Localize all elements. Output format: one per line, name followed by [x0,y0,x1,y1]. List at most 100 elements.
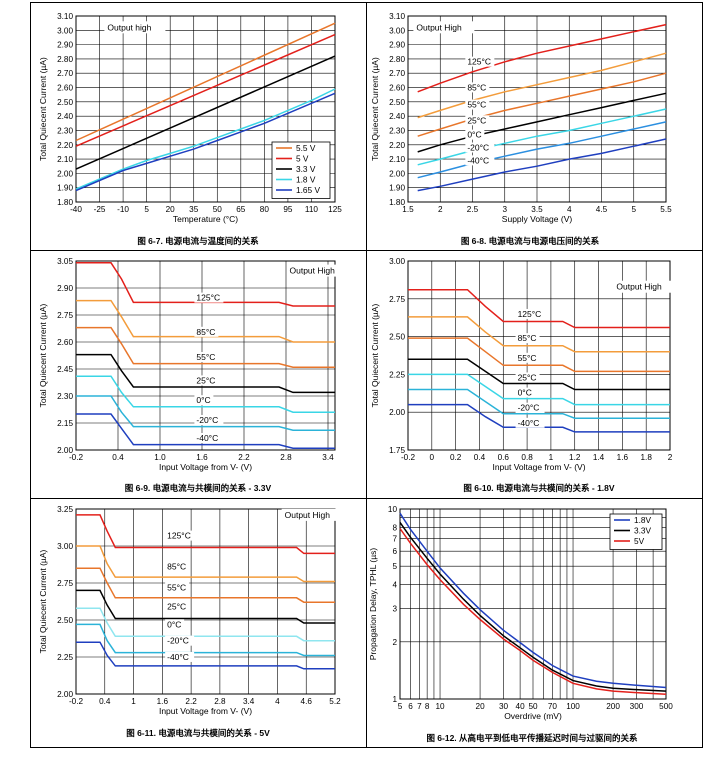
y-tick-label: 3.00 [389,257,405,266]
series-line-125C [408,288,670,329]
y-tick-label: 2.25 [389,370,405,379]
series-label: 0°C [167,619,181,629]
x-tick-label: 5 [631,205,636,214]
series-label: 125°C [518,309,542,319]
x-tick-label: 3 [502,205,507,214]
series-label: 25°C [467,115,486,125]
x-tick-label: 3.4 [322,453,334,462]
y-tick-label: 2.00 [389,169,405,178]
x-tick-label: 1.5 [402,205,414,214]
legend-label: 5V [634,536,645,546]
legend-label: 1.8 V [296,175,316,185]
y-tick-label: 2.20 [57,141,73,150]
series-label: 0°C [467,130,481,140]
series-line--20C [417,121,667,179]
x-tick-label: 110 [305,205,318,214]
series-line-18V [399,512,667,689]
legend-label: 5 V [296,154,309,164]
series-label-bg [194,395,214,406]
tick-labels: 1.75 2.00 2.25 2.50 2.75 3.00 -0.2 0 0.2 0.4 0.6 0.… [389,257,673,462]
legend-label: 3.3 V [296,164,316,174]
chart-4: 1.75 2.00 2.25 2.50 2.75 3.00 -0.2 0 0.2 0.4 0.6 0.… [370,257,675,493]
series-label-bg [165,635,195,646]
legend-box [271,141,331,199]
series-label: 25°C [518,372,537,382]
chart-2: 1.80 1.90 2.00 2.10 2.20 2.30 2.40 2.50 2.60 2.70… [370,12,672,246]
tick-labels: 2.00 2.25 2.50 2.75 3.00 3.25 -0.2 0.4 1 1.6 2.2 2.… [57,505,341,706]
series-label-bg [465,129,485,140]
plot-frame [407,260,671,451]
y-tick-label: 3.00 [389,26,405,35]
x-tick-label: 2.8 [280,453,292,462]
y-tick-label: 1.80 [389,198,405,207]
figure-caption: 图 6-11. 电源电流与共模间的关系 - 5V [126,728,270,738]
x-tick-label: 1 [549,453,554,462]
y-tick-label: 5 [392,562,397,571]
x-tick-label: 1.8 [640,453,652,462]
y-axis-title: Total Quiecent Current (µA) [370,57,380,161]
series-label-bg [465,155,495,166]
series-line-55C [408,337,670,373]
x-tick-label: 1.6 [157,697,169,706]
legend-label: 3.3V [634,526,652,536]
series-line-85C [417,52,667,119]
series-label-bg [194,292,224,303]
y-tick-label: 6 [392,547,397,556]
y-tick-label: 1.90 [57,184,73,193]
x-tick-label: 0.6 [498,453,510,462]
series-label: -40°C [467,155,489,165]
series-line--20C [76,623,335,657]
series-line-55V [75,22,336,142]
figure-caption: 图 6-10. 电源电流与共模间的关系 - 1.8V [463,483,614,493]
legend-label: 1.65 V [296,185,320,195]
x-tick-label: 3.5 [531,205,543,214]
annotation-bg [104,21,166,34]
annotation-bg [413,21,475,34]
series-line-0C [417,108,667,166]
x-tick-label: -0.2 [69,453,84,462]
x-tick-label: 50 [213,205,223,214]
annotation-bg [613,280,675,293]
y-tick-label: 2.30 [57,392,73,401]
series-label-bg [465,82,490,93]
y-tick-label: 2.45 [57,365,73,374]
series-label: 85°C [196,327,215,337]
x-tick-label: 5.2 [329,697,341,706]
annotation-text: Output High [290,266,336,276]
x-tick-label: 0 [430,453,435,462]
y-tick-label: 2.60 [389,84,405,93]
series-line-125C [76,514,335,555]
x-axis-title: Temperature (°C) [173,214,238,224]
series-label: 0°C [196,395,210,405]
series-label-bg [515,333,540,344]
y-tick-label: 2.00 [57,690,73,699]
series-label: 25°C [196,375,215,385]
series-line-33V [399,521,667,692]
series-label: -40°C [196,433,218,443]
y-tick-label: 2.80 [389,55,405,64]
series-label-bg [165,651,195,662]
y-tick-label: 2.00 [389,408,405,417]
x-tick-label: 3.4 [243,697,255,706]
x-tick-label: 1.0 [154,453,166,462]
series-label-bg [515,372,540,383]
series-label: 55°C [196,352,215,362]
y-tick-label: 2.90 [57,284,73,293]
figure-caption: 图 6-8. 电源电流与电源电压间的关系 [461,236,600,246]
y-tick-label: 3 [392,604,397,613]
x-tick-label: 1.2 [569,453,581,462]
series-label-bg [194,375,219,386]
series-line-0C [76,375,335,413]
series-label: 125°C [196,293,220,303]
y-tick-label: 2.50 [57,98,73,107]
plot-frame [399,508,667,700]
series-label: 0°C [518,388,532,398]
x-tick-label: 6 [408,702,413,711]
x-tick-label: 5 [144,205,149,214]
y-tick-label: 2.75 [57,579,73,588]
series-line-165V [75,92,336,192]
y-tick-label: 3.00 [57,26,73,35]
y-tick-label: 3.10 [389,12,405,21]
